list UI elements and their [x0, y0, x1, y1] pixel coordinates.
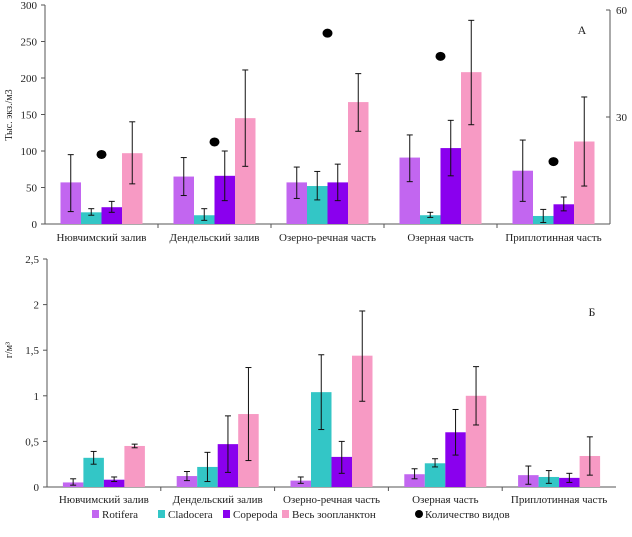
species-count-point — [96, 149, 107, 159]
legend-label: Copepoda — [233, 509, 278, 521]
species-count-point — [322, 28, 333, 38]
bar-весь-зоопланктон — [122, 153, 143, 224]
panel-label: Б — [589, 305, 596, 319]
bar-cladocera — [420, 215, 441, 224]
bar-весь-зоопланктон — [352, 355, 373, 487]
species-count-point — [435, 51, 446, 61]
y2-tick-label: 60 — [616, 5, 628, 17]
bar-cladocera — [83, 457, 104, 487]
bar-rotifera — [286, 182, 307, 224]
y-tick-label: 100 — [21, 146, 38, 158]
species-count-point — [209, 137, 220, 147]
bar-cladocera — [81, 212, 102, 224]
bar-copepoda — [553, 204, 574, 224]
bar-rotifera — [176, 476, 198, 487]
legend-item: Rotifera — [92, 509, 138, 521]
y-tick-label: 1 — [34, 391, 40, 403]
bar-rotifera — [404, 474, 425, 487]
category-label: Озерная часть — [407, 232, 473, 244]
category-label: Дендельский залив — [173, 494, 263, 506]
legend-item: Весь зоопланктон — [282, 509, 376, 521]
legend-marker-square — [282, 510, 289, 518]
bar-rotifera — [173, 176, 194, 224]
y-tick-label: 2,5 — [25, 254, 39, 266]
legend-label: Количество видов — [425, 509, 510, 521]
y2-tick-label: 30 — [616, 112, 628, 124]
category-label: Приплотинная часть — [511, 494, 607, 506]
bar-весь-зоопланктон — [348, 102, 369, 224]
y-tick-label: 250 — [21, 37, 38, 49]
bar-cladocera — [424, 463, 446, 487]
bar-copepoda — [103, 479, 125, 487]
legend-marker-square — [223, 510, 230, 518]
y-tick-label: 0 — [34, 482, 40, 494]
legend-marker-circle — [415, 510, 423, 518]
panel-2: 0 0,5 1 1,5 2 2,5 г/м³ Б Нювчимский залив Дендель… — [4, 254, 616, 506]
bar-весь-зоопланктон — [235, 118, 256, 224]
bar-весь-зоопланктон — [124, 445, 145, 487]
category-label: Нювчимский залив — [59, 494, 149, 506]
bar-copepoda — [440, 148, 461, 224]
y-tick-label: 0,5 — [25, 436, 39, 448]
bar-cladocera — [307, 186, 328, 224]
y-tick-label: 200 — [21, 73, 38, 85]
legend-item: Cladocera — [158, 509, 213, 521]
y-tick-label: 1,5 — [25, 345, 39, 357]
bar-весь-зоопланктон — [465, 395, 487, 487]
y-tick-label: 2 — [34, 300, 40, 312]
category-label: Озерная часть — [412, 494, 478, 506]
category-label: Нювчимский залив — [57, 232, 147, 244]
category-label: Приплотинная часть — [505, 232, 601, 244]
bar-copepoda — [445, 432, 466, 487]
bar-весь-зоопланктон — [461, 72, 482, 224]
y-axis-label: г/м³ — [4, 342, 15, 358]
legend-item: Copepoda — [223, 509, 278, 521]
legend-marker-square — [158, 510, 165, 518]
species-count-point — [548, 157, 559, 167]
legend-item: Количество видов — [415, 509, 510, 521]
bar-cladocera — [311, 392, 332, 487]
legend-label: Rotifera — [102, 509, 138, 521]
bar-copepoda — [327, 182, 348, 224]
legend-label: Весь зоопланктон — [292, 509, 376, 521]
bar-rotifera — [399, 157, 420, 224]
legend: Rotifera Cladocera Copepoda Весь зоопланкто… — [92, 509, 510, 521]
category-label: Озерно-речная часть — [283, 494, 380, 506]
y-tick-label: 50 — [26, 183, 38, 195]
bar-copepoda — [101, 207, 122, 224]
panel-1: 0 50 100 150 200 250 300 Тыс. экз./м3 А Нювчимски… — [4, 0, 628, 244]
legend-label: Cladocera — [168, 509, 213, 521]
panel-label: А — [578, 23, 587, 37]
legend-marker-square — [92, 510, 99, 518]
y-tick-label: 0 — [32, 219, 38, 231]
category-label: Дендельский залив — [169, 232, 259, 244]
y-tick-label: 300 — [21, 0, 38, 12]
category-label: Озерно-речная часть — [279, 232, 376, 244]
y-tick-label: 150 — [21, 110, 38, 122]
y-axis-label: Тыс. экз./м3 — [4, 89, 15, 140]
